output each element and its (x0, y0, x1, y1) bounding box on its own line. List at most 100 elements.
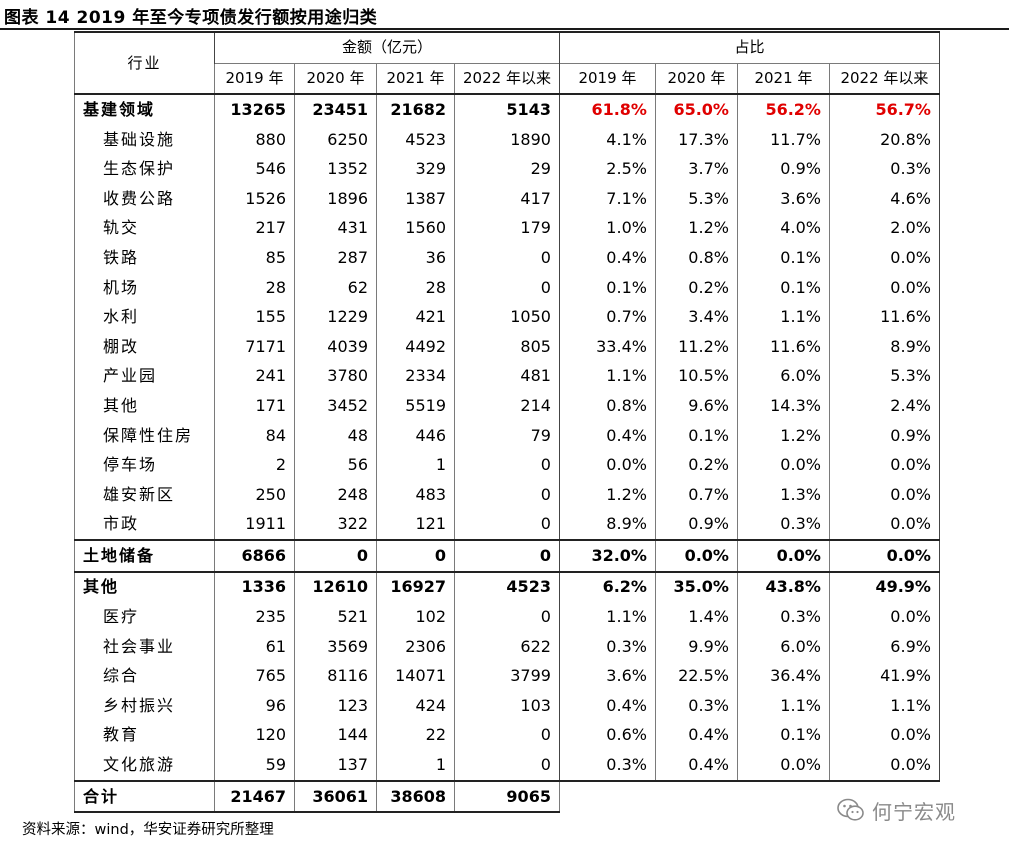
amount-cell: 481 (454, 361, 560, 392)
row-label: 保障性住房 (74, 420, 215, 451)
share-cell: 0.0% (828, 479, 940, 510)
table-row: 生态保护 546 1352 329 29 2.5% 3.7% 0.9% 0.3% (74, 154, 940, 184)
share-cell: 56.7% (828, 93, 940, 125)
share-cell: 3.6% (736, 183, 830, 214)
amount-cell: 241 (214, 361, 295, 392)
amount-cell: 0 (454, 450, 560, 480)
share-cell: 4.0% (736, 213, 830, 244)
amount-cell: 424 (376, 691, 455, 721)
amount-cell: 120 (214, 720, 295, 751)
row-label: 雄安新区 (74, 479, 215, 510)
table-row: 文化旅游 59 137 1 0 0.3% 0.4% 0.0% 0.0% (74, 750, 940, 781)
table-row: 社会事业 61 3569 2306 622 0.3% 9.9% 6.0% 6.9% (74, 631, 940, 662)
share-cell: 61.8% (558, 93, 656, 125)
share-cell: 0.4% (558, 420, 656, 451)
amount-cell: 417 (454, 183, 560, 214)
row-label: 棚改 (74, 331, 215, 362)
amount-cell: 1560 (376, 213, 455, 244)
table-row: 综合 765 8116 14071 3799 3.6% 22.5% 36.4% 41.9% (74, 661, 940, 692)
amount-cell: 13265 (214, 93, 295, 125)
share-cell: 65.0% (654, 93, 738, 125)
share-cell: 0.8% (558, 391, 656, 421)
row-label: 基建领域 (74, 93, 215, 125)
share-cell: 2.0% (828, 213, 940, 244)
header-share-group: 占比 (558, 30, 940, 64)
table-row: 收费公路 1526 1896 1387 417 7.1% 5.3% 3.6% 4.6% (74, 183, 940, 214)
table-row: 机场 28 62 28 0 0.1% 0.2% 0.1% 0.0% (74, 272, 940, 303)
table-row: 乡村振兴 96 123 424 103 0.4% 0.3% 1.1% 1.1% (74, 691, 940, 721)
amount-cell: 103 (454, 691, 560, 721)
share-cell: 4.1% (558, 124, 656, 155)
amount-cell: 102 (376, 602, 455, 632)
amount-cell: 5143 (454, 93, 560, 125)
share-cell: 14.3% (736, 391, 830, 421)
header-year: 2022 年以来 (828, 62, 940, 95)
share-cell: 0.1% (736, 272, 830, 303)
share-cell: 0.0% (654, 539, 738, 572)
share-cell: 0.0% (828, 539, 940, 572)
share-cell: 11.6% (736, 331, 830, 362)
amount-cell: 4523 (454, 570, 560, 603)
share-cell: 0.7% (654, 479, 738, 510)
header-row-years: 2019 年 2020 年 2021 年 2022 年以来 2019 年 202… (75, 62, 940, 95)
row-label: 产业园 (74, 361, 215, 392)
amount-cell: 250 (214, 479, 295, 510)
amount-cell: 6250 (294, 124, 377, 155)
share-cell: 41.9% (828, 661, 940, 692)
amount-cell: 59 (214, 750, 295, 781)
amount-cell: 171 (214, 391, 295, 421)
share-cell: 2.5% (558, 154, 656, 184)
amount-cell: 622 (454, 631, 560, 662)
table-row: 教育 120 144 22 0 0.6% 0.4% 0.1% 0.0% (74, 720, 940, 751)
share-cell: 49.9% (828, 570, 940, 603)
amount-cell: 217 (214, 213, 295, 244)
table-row: 市政 1911 322 121 0 8.9% 0.9% 0.3% 0.0% (74, 509, 940, 541)
amount-cell: 1336 (214, 570, 295, 603)
amount-cell: 144 (294, 720, 377, 751)
table-row: 棚改 7171 4039 4492 805 33.4% 11.2% 11.6% 8.9% (74, 331, 940, 362)
amount-cell: 1890 (454, 124, 560, 155)
share-cell: 6.0% (736, 361, 830, 392)
watermark-text: 何宁宏观 (872, 799, 956, 824)
amount-cell: 62 (294, 272, 377, 303)
amount-cell: 0 (454, 509, 560, 541)
row-label: 文化旅游 (74, 750, 215, 781)
amount-cell: 0 (454, 720, 560, 751)
amount-cell: 2334 (376, 361, 455, 392)
amount-cell: 3569 (294, 631, 377, 662)
amount-cell: 61 (214, 631, 295, 662)
share-cell: 4.6% (828, 183, 940, 214)
amount-cell: 1 (376, 450, 455, 480)
amount-cell: 1352 (294, 154, 377, 184)
amount-cell: 2306 (376, 631, 455, 662)
amount-cell: 56 (294, 450, 377, 480)
title-divider (0, 28, 1009, 30)
amount-cell: 123 (294, 691, 377, 721)
share-cell: 20.8% (828, 124, 940, 155)
share-cell: 0.7% (558, 302, 656, 332)
amount-cell: 23451 (294, 93, 377, 125)
row-label: 停车场 (74, 450, 215, 480)
row-label: 土地储备 (74, 539, 215, 572)
share-cell: 9.6% (654, 391, 738, 421)
table-row: 雄安新区 250 248 483 0 1.2% 0.7% 1.3% 0.0% (74, 479, 940, 510)
share-cell: 0.0% (828, 243, 940, 273)
amount-cell: 12610 (294, 570, 377, 603)
amount-cell: 6866 (214, 539, 295, 572)
share-cell: 0.3% (558, 750, 656, 781)
amount-cell: 4039 (294, 331, 377, 362)
share-cell: 33.4% (558, 331, 656, 362)
share-cell: 0.0% (828, 750, 940, 781)
share-cell: 6.0% (736, 631, 830, 662)
row-label: 其他 (74, 570, 215, 603)
table-row: 其他 1336 12610 16927 4523 6.2% 35.0% 43.8% 49.9% (74, 570, 940, 603)
header-year: 2019 年 (558, 62, 656, 95)
row-label: 医疗 (74, 602, 215, 632)
share-cell: 0.4% (654, 750, 738, 781)
share-cell: 1.2% (654, 213, 738, 244)
share-cell: 10.5% (654, 361, 738, 392)
share-cell: 9.9% (654, 631, 738, 662)
amount-cell: 121 (376, 509, 455, 541)
share-cell: 1.1% (558, 602, 656, 632)
share-cell: 0.1% (654, 420, 738, 451)
